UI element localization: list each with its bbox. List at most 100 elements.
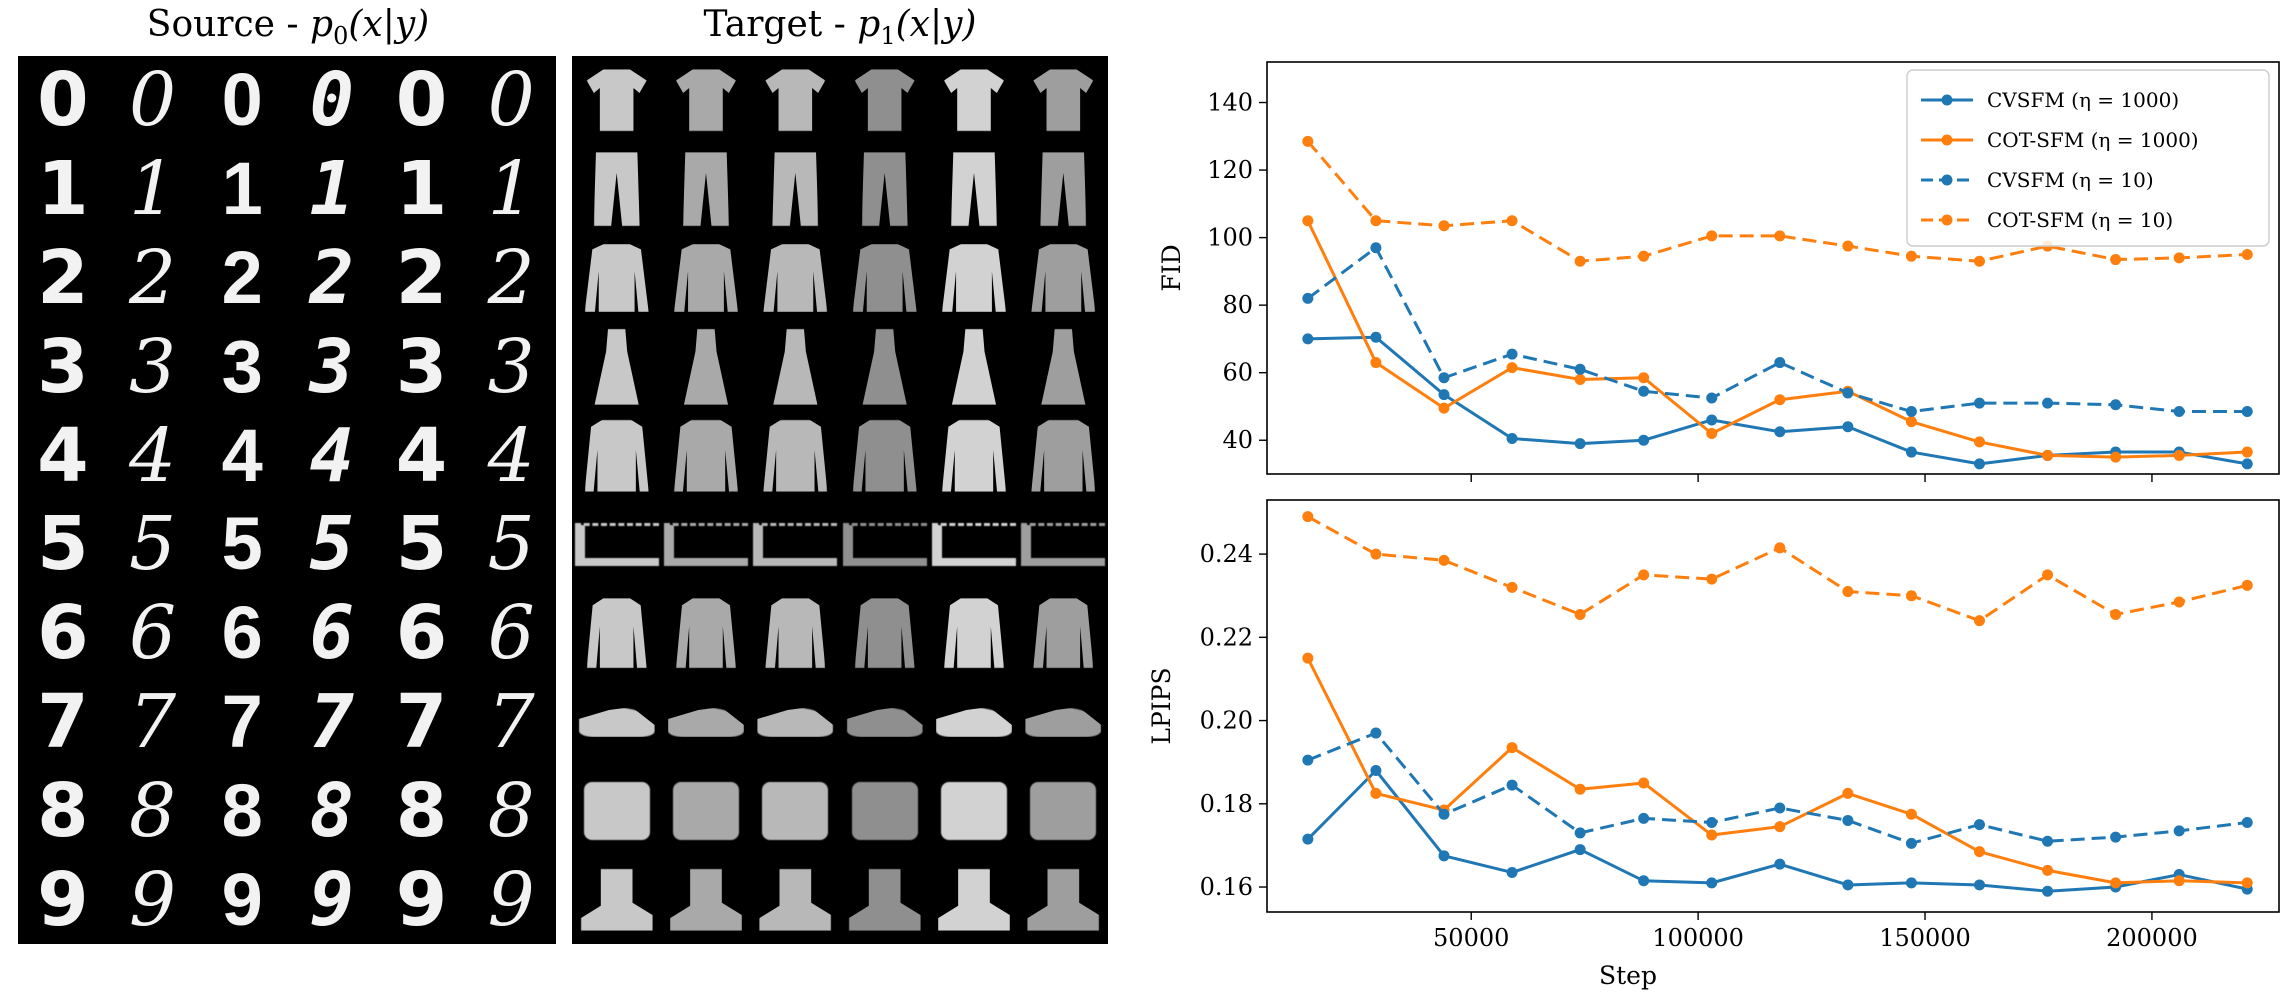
target-cell	[751, 678, 840, 767]
target-cell	[840, 766, 929, 855]
data-point	[1774, 821, 1786, 833]
plot-frame	[1266, 499, 2280, 913]
data-point	[1905, 877, 1917, 889]
data-point	[1438, 372, 1450, 384]
data-point	[1842, 787, 1854, 799]
y-tick-label: 0.16	[1200, 873, 1253, 901]
source-cell: 3	[377, 322, 467, 411]
y-tick-label: 120	[1207, 156, 1253, 184]
source-cell: 4	[466, 411, 556, 500]
data-point	[1973, 846, 1985, 858]
source-cell: 9	[108, 855, 198, 944]
source-cell: 6	[197, 589, 287, 678]
target-cell	[751, 56, 840, 145]
y-tick-label: 0.22	[1200, 623, 1253, 651]
target-cell	[929, 145, 1018, 234]
source-cell: 7	[197, 678, 287, 767]
source-cell: 7	[18, 678, 108, 767]
digit-glyph: 3	[395, 323, 448, 410]
data-point	[1774, 802, 1786, 814]
data-point	[1506, 742, 1518, 754]
data-point	[1438, 220, 1450, 232]
data-point	[1774, 230, 1786, 242]
digit-glyph: 6	[395, 590, 448, 677]
target-cell	[840, 500, 929, 589]
bag-image	[583, 781, 650, 840]
target-cell	[840, 855, 929, 944]
target-cell	[1019, 589, 1108, 678]
data-point	[1302, 135, 1314, 147]
target-cell	[751, 411, 840, 500]
source-cell: 5	[108, 500, 198, 589]
trouser-image	[772, 152, 819, 227]
source-cell: 8	[197, 766, 287, 855]
digit-glyph: 2	[221, 235, 263, 319]
source-cell: 8	[377, 766, 467, 855]
data-point	[1842, 879, 1854, 891]
digit-glyph: 4	[395, 412, 448, 499]
source-title: Source - p0(x|y)	[18, 4, 558, 50]
target-cell	[751, 589, 840, 678]
pullover-image	[852, 243, 917, 312]
digit-glyph: 7	[128, 678, 177, 765]
sandal-image	[574, 522, 659, 566]
dress-image	[1041, 328, 1086, 405]
digit-glyph: 5	[309, 501, 355, 588]
shirt2-image	[943, 598, 1004, 669]
data-point	[2173, 596, 2185, 608]
digit-glyph: 3	[309, 323, 355, 410]
target-cell	[661, 500, 750, 589]
digit-glyph: 8	[128, 767, 177, 854]
data-point	[1774, 858, 1786, 870]
digit-glyph: 4	[487, 412, 535, 499]
source-cell: 0	[197, 56, 287, 145]
digit-glyph: 6	[128, 590, 177, 677]
data-point	[2241, 406, 2253, 418]
coat-image	[584, 419, 649, 492]
legend-marker	[1941, 214, 1953, 226]
series-line	[1306, 140, 2248, 263]
data-point	[1574, 608, 1586, 620]
y-tick-label: 60	[1222, 359, 1253, 387]
dress-image	[951, 328, 997, 405]
y-tick-label: 100	[1207, 224, 1253, 252]
digit-glyph: 4	[221, 413, 263, 497]
source-title-sub: 0	[333, 22, 349, 51]
target-cell	[840, 145, 929, 234]
data-point	[1973, 458, 1985, 470]
data-point	[2042, 885, 2054, 897]
target-cell	[572, 500, 661, 589]
bag-image	[851, 781, 918, 840]
data-point	[1370, 765, 1382, 777]
digit-glyph: 3	[128, 323, 177, 410]
data-point	[1905, 837, 1917, 849]
source-cell: 2	[197, 234, 287, 323]
data-point	[1574, 438, 1586, 450]
pullover-image	[1031, 243, 1096, 312]
digit-glyph: 2	[128, 234, 177, 321]
coat-image	[941, 419, 1006, 492]
digit-glyph: 8	[309, 767, 355, 854]
dress-image	[862, 328, 907, 405]
target-cell	[661, 411, 750, 500]
target-cell	[661, 234, 750, 323]
shirt-image	[854, 69, 915, 132]
legend-box	[1906, 69, 2270, 247]
target-cell	[572, 145, 661, 234]
target-cell	[751, 234, 840, 323]
legend-label: COT-SFM (η = 10)	[1987, 208, 2173, 232]
data-point	[1905, 446, 1917, 458]
series-line	[1307, 515, 2248, 623]
digit-glyph: 9	[395, 856, 448, 943]
data-point	[1506, 433, 1518, 445]
source-cell: 1	[377, 145, 467, 234]
y-tick-label: 0.24	[1200, 540, 1253, 568]
data-point	[1973, 879, 1985, 891]
data-point	[1370, 331, 1382, 343]
data-point	[1638, 434, 1650, 446]
legend-label: CVSFM (η = 1000)	[1987, 88, 2179, 112]
data-point	[1638, 250, 1650, 262]
data-point	[1370, 787, 1382, 799]
digit-glyph: 9	[37, 856, 89, 943]
